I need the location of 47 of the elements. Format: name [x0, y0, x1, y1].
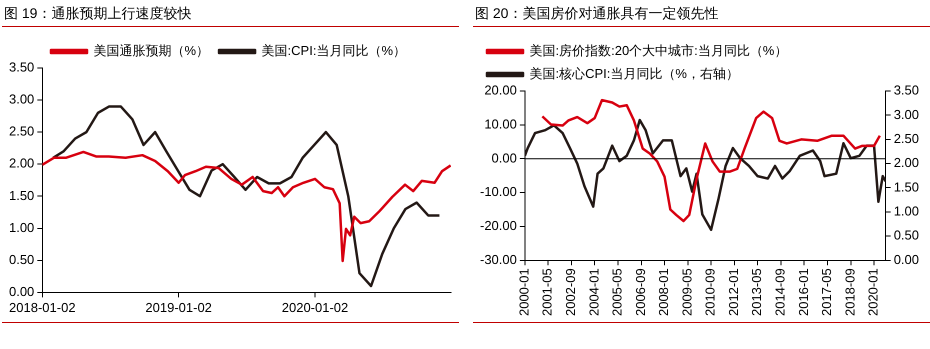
x-tick-label: 2017-05 [819, 268, 834, 316]
y-tick-label: 0.50 [8, 252, 34, 267]
y-tick-label: 0.00 [492, 150, 517, 166]
x-tick-label: 2020-01-02 [282, 300, 348, 315]
chart-title: 图 20：美国房价对通胀具有一定领先性 [473, 0, 930, 27]
y2-tick-label: 3.50 [894, 82, 920, 98]
x-tick-label: 2008-01 [656, 268, 672, 316]
y-tick-label: -10.00 [480, 184, 517, 200]
y2-tick-label: 1.50 [894, 179, 920, 194]
x-tick-label: 2000-01 [516, 268, 532, 316]
y2-tick-label: 2.00 [894, 155, 920, 170]
legend-label: 美国:房价指数:20个大中城市:当月同比（%） [530, 43, 788, 58]
y2-tick-label: 3.00 [894, 106, 920, 122]
y2-tick-label: 0.50 [894, 228, 920, 243]
y-tick-label: 3.00 [8, 92, 34, 107]
y-tick-label: 10.00 [484, 116, 517, 132]
y-tick-label: -20.00 [480, 218, 517, 234]
legend-label: 美国:核心CPI:当月同比（%，右轴） [530, 66, 739, 82]
x-tick-label: 2001-05 [540, 268, 555, 316]
y-tick-label: 0.00 [8, 284, 34, 299]
x-tick-label: 2010-09 [702, 268, 718, 316]
y2-tick-label: 1.00 [894, 204, 920, 218]
y-tick-label: 1.50 [8, 188, 34, 203]
x-tick-label: 2013-05 [749, 268, 764, 316]
x-tick-label: 2019-01-02 [145, 300, 212, 315]
x-tick-label: 2014-09 [772, 268, 788, 316]
x-tick-label: 2006-09 [632, 268, 648, 316]
x-tick-label: 2005-05 [610, 268, 625, 316]
legend-label: 美国:CPI:当月同比（%） [262, 43, 406, 58]
y-tick-label: 1.00 [8, 220, 34, 235]
x-tick-label: 2018-09 [842, 268, 858, 316]
legend-label: 美国通胀预期（%） [93, 43, 210, 58]
x-tick-label: 2004-01 [586, 268, 602, 316]
x-tick-label: 2012-01 [726, 268, 741, 316]
x-tick-label: 2018-01-02 [9, 300, 76, 315]
y-tick-label: 2.50 [8, 124, 34, 139]
y2-tick-label: 2.50 [894, 130, 920, 146]
x-tick-label: 2020-01 [866, 268, 881, 316]
x-tick-label: 2016-01 [796, 268, 811, 316]
y-tick-label: 2.00 [8, 156, 34, 171]
chart-title: 图 19：通胀预期上行速度较快 [2, 0, 459, 27]
y-tick-label: -30.00 [480, 252, 517, 267]
x-tick-label: 2009-05 [679, 268, 694, 316]
y-tick-label: 20.00 [484, 82, 517, 98]
y-tick-label: 3.50 [8, 60, 34, 75]
x-tick-label: 2002-09 [562, 268, 578, 316]
y2-tick-label: 0.00 [894, 252, 920, 267]
